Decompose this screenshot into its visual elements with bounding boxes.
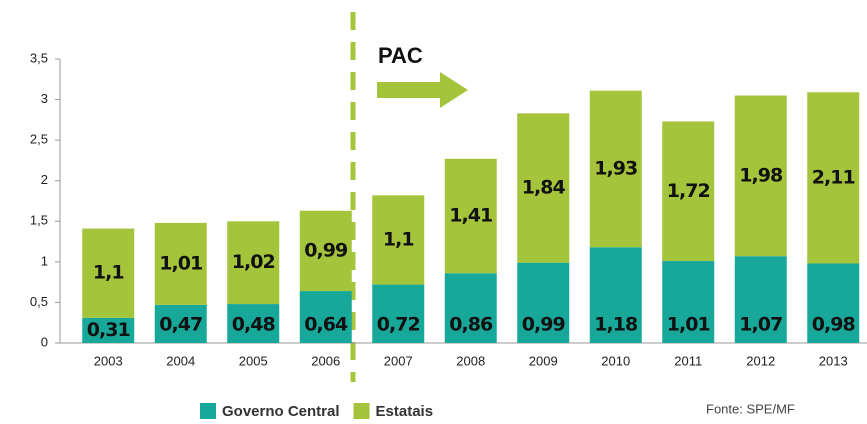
x-tick-label: 2006 xyxy=(311,353,340,368)
value-label: 0,48 xyxy=(232,314,276,336)
x-tick-label: 2007 xyxy=(384,353,413,368)
bar-segment xyxy=(299,291,352,343)
bar-segment xyxy=(444,158,497,274)
bar-segment xyxy=(662,261,715,343)
bar-segment xyxy=(807,263,860,343)
legend-label: Governo Central xyxy=(222,403,340,420)
bar-segment xyxy=(734,256,787,343)
x-tick-label: 2009 xyxy=(529,353,558,368)
source: Fonte: SPE/MF xyxy=(706,401,795,416)
value-label: 0,72 xyxy=(377,314,420,336)
bar-segment xyxy=(734,95,787,257)
x-tick-label: 2005 xyxy=(239,353,268,368)
value-label: 1,18 xyxy=(594,314,638,336)
y-tick-label: 3 xyxy=(41,91,48,106)
bar-segment xyxy=(227,221,280,305)
legend-swatch xyxy=(353,403,370,419)
value-label: 1,93 xyxy=(594,157,637,179)
bar-segment xyxy=(227,304,280,343)
y-tick-label: 1 xyxy=(41,253,48,268)
x-tick-label: 2008 xyxy=(456,353,485,368)
bar-segment xyxy=(444,273,497,343)
bar-segment xyxy=(299,210,352,292)
value-label: 1,72 xyxy=(667,180,710,202)
x-tick-label: 2012 xyxy=(746,353,775,368)
y-tick-label: 0,5 xyxy=(30,294,48,309)
bar-segment xyxy=(372,195,425,285)
value-label: 0,99 xyxy=(522,314,565,336)
value-label: 0,99 xyxy=(304,239,347,261)
legend-label: Estatais xyxy=(376,403,434,420)
value-label: 0,31 xyxy=(87,319,130,341)
value-label: 1,41 xyxy=(449,205,492,227)
value-label: 1,84 xyxy=(522,177,566,199)
value-label: 0,98 xyxy=(812,314,856,336)
x-tick-label: 2013 xyxy=(819,353,848,368)
legend-swatch xyxy=(200,403,216,419)
value-label: 1,1 xyxy=(93,262,124,284)
value-label: 1,1 xyxy=(383,228,414,250)
x-tick-label: 2003 xyxy=(94,353,123,368)
bar-segment xyxy=(82,317,135,343)
bar-segment xyxy=(154,222,207,305)
bar-segment xyxy=(517,262,570,343)
bar-segment xyxy=(517,113,570,263)
x-tick-label: 2011 xyxy=(674,353,702,368)
bar-segment xyxy=(807,92,860,264)
bar-segment xyxy=(589,90,642,248)
y-tick-label: 1,5 xyxy=(30,213,48,228)
y-tick-label: 3,5 xyxy=(30,50,48,65)
y-tick-label: 2 xyxy=(41,172,48,187)
bar-segment xyxy=(662,121,715,262)
value-label: 0,64 xyxy=(304,314,348,336)
value-label: 1,07 xyxy=(739,314,782,336)
value-label: 1,01 xyxy=(159,252,202,274)
value-label: 1,01 xyxy=(667,314,710,336)
value-label: 1,02 xyxy=(232,251,275,273)
value-label: 0,47 xyxy=(159,314,202,336)
x-tick-label: 2004 xyxy=(166,353,195,368)
bar-segment xyxy=(154,304,207,343)
pac-label: PAC xyxy=(378,43,423,68)
bar-segment xyxy=(82,228,135,318)
y-tick-label: 2,5 xyxy=(30,132,48,147)
bar-segment xyxy=(372,284,425,343)
value-label: 0,86 xyxy=(449,314,493,336)
pac-arrow xyxy=(377,72,468,108)
value-label: 2,11 xyxy=(812,166,855,188)
x-tick-label: 2010 xyxy=(601,353,630,368)
y-tick-label: 0 xyxy=(41,334,48,349)
value-label: 1,98 xyxy=(739,164,783,186)
bar-segment xyxy=(589,247,642,343)
